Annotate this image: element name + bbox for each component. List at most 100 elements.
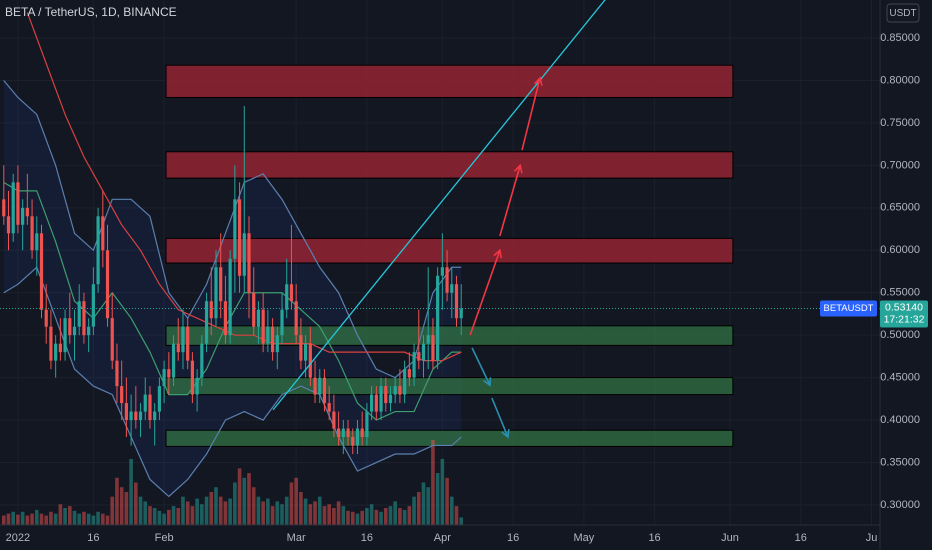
candle-body bbox=[261, 309, 265, 344]
volume-bar bbox=[374, 509, 379, 525]
volume-bar bbox=[204, 496, 209, 525]
candle-body bbox=[129, 411, 133, 421]
volume-bar bbox=[39, 513, 44, 525]
volume-bar bbox=[299, 491, 303, 525]
candle-body bbox=[228, 258, 232, 336]
candle-body bbox=[365, 411, 369, 438]
y-tick-label: 0.65000 bbox=[880, 202, 920, 214]
volume-bar bbox=[398, 508, 402, 525]
volume-bar bbox=[313, 501, 317, 525]
volume-bar bbox=[119, 487, 124, 525]
candle-body bbox=[407, 369, 411, 378]
price-zone bbox=[165, 151, 734, 179]
volume-bar bbox=[393, 501, 397, 525]
candle-body bbox=[308, 343, 312, 378]
volume-bar bbox=[30, 513, 34, 525]
candle-body bbox=[332, 411, 336, 429]
candle-body bbox=[289, 284, 294, 302]
volume-bar bbox=[336, 501, 341, 525]
y-tick-label: 0.80000 bbox=[880, 74, 920, 86]
x-tick-label: Mar bbox=[287, 532, 306, 544]
candle-body bbox=[237, 199, 242, 276]
volume-bar bbox=[218, 496, 223, 525]
candle-body bbox=[341, 428, 345, 438]
candle-body bbox=[360, 428, 364, 438]
candle-body bbox=[384, 386, 388, 404]
volume-bar bbox=[34, 509, 39, 525]
candle-body bbox=[299, 335, 303, 361]
volume-bar bbox=[416, 491, 421, 525]
volume-bar bbox=[138, 496, 143, 525]
volume-bar bbox=[214, 487, 218, 525]
candle-body bbox=[11, 182, 15, 234]
candle-body bbox=[44, 309, 48, 327]
candle-body bbox=[87, 326, 91, 336]
x-tick-label: Ju bbox=[866, 532, 878, 544]
arrow bbox=[469, 248, 502, 336]
y-tick-label: 0.50000 bbox=[880, 329, 920, 341]
volume-bar bbox=[16, 514, 20, 525]
currency-button[interactable] bbox=[886, 3, 920, 23]
volume-bar bbox=[369, 504, 374, 525]
volume-bar bbox=[266, 498, 270, 525]
candle-body bbox=[68, 318, 72, 336]
candle-body bbox=[77, 301, 81, 327]
volume-bar bbox=[261, 501, 265, 525]
y-tick-label: 0.85000 bbox=[880, 32, 920, 44]
x-tick-label: Apr bbox=[434, 532, 451, 544]
y-tick-label: 0.45000 bbox=[880, 372, 920, 384]
candle-body bbox=[219, 267, 223, 302]
volume-bar bbox=[105, 515, 110, 525]
symbol-label: BETAUSDT bbox=[824, 303, 874, 314]
volume-bar bbox=[44, 515, 49, 525]
y-tick-label: 0.55000 bbox=[880, 287, 920, 299]
candle-body bbox=[115, 360, 119, 387]
volume-bar bbox=[327, 504, 331, 525]
candle-body bbox=[459, 308, 463, 319]
volume-bar bbox=[1, 515, 6, 525]
candle-body bbox=[379, 386, 383, 412]
candle-body bbox=[2, 199, 6, 217]
price-zone bbox=[165, 377, 734, 396]
volume-bar bbox=[407, 506, 412, 525]
volume-bar bbox=[115, 477, 119, 525]
volume-bar bbox=[317, 496, 322, 525]
price-zone bbox=[165, 325, 734, 346]
volume-bar bbox=[360, 510, 364, 525]
volume-bar bbox=[346, 510, 350, 525]
candle-body bbox=[157, 386, 161, 412]
volume-bar bbox=[82, 511, 86, 525]
candle-body bbox=[91, 284, 95, 327]
candle-body bbox=[82, 301, 86, 336]
candle-body bbox=[454, 284, 459, 319]
candle-body bbox=[322, 377, 327, 404]
volume-bar bbox=[195, 498, 199, 525]
candle-body bbox=[72, 326, 77, 336]
volume-bar bbox=[431, 440, 435, 525]
candle-body bbox=[398, 386, 402, 395]
volume-bar bbox=[379, 511, 383, 525]
candle-body bbox=[374, 394, 378, 412]
candle-body bbox=[96, 216, 100, 285]
candle-body bbox=[63, 318, 67, 353]
volume-bar bbox=[124, 491, 129, 525]
volume-bar bbox=[6, 513, 11, 525]
candle-body bbox=[403, 369, 407, 395]
candle-body bbox=[49, 326, 53, 361]
volume-bar bbox=[200, 504, 204, 525]
candle-body bbox=[233, 199, 237, 259]
candle-body bbox=[436, 275, 440, 361]
candle-body bbox=[247, 233, 251, 293]
x-tick-label: 16 bbox=[507, 532, 519, 544]
x-tick-label: Jun bbox=[721, 532, 739, 544]
arrow bbox=[471, 347, 492, 387]
volume-bar bbox=[412, 496, 416, 525]
candle-body bbox=[190, 360, 195, 395]
candle-body bbox=[162, 369, 166, 387]
volume-bar bbox=[251, 487, 256, 525]
candle-body bbox=[223, 301, 228, 336]
currency-label[interactable]: USDT bbox=[889, 8, 916, 19]
candle-body bbox=[440, 267, 444, 276]
volume-bar bbox=[209, 491, 214, 525]
arrow bbox=[499, 163, 523, 237]
